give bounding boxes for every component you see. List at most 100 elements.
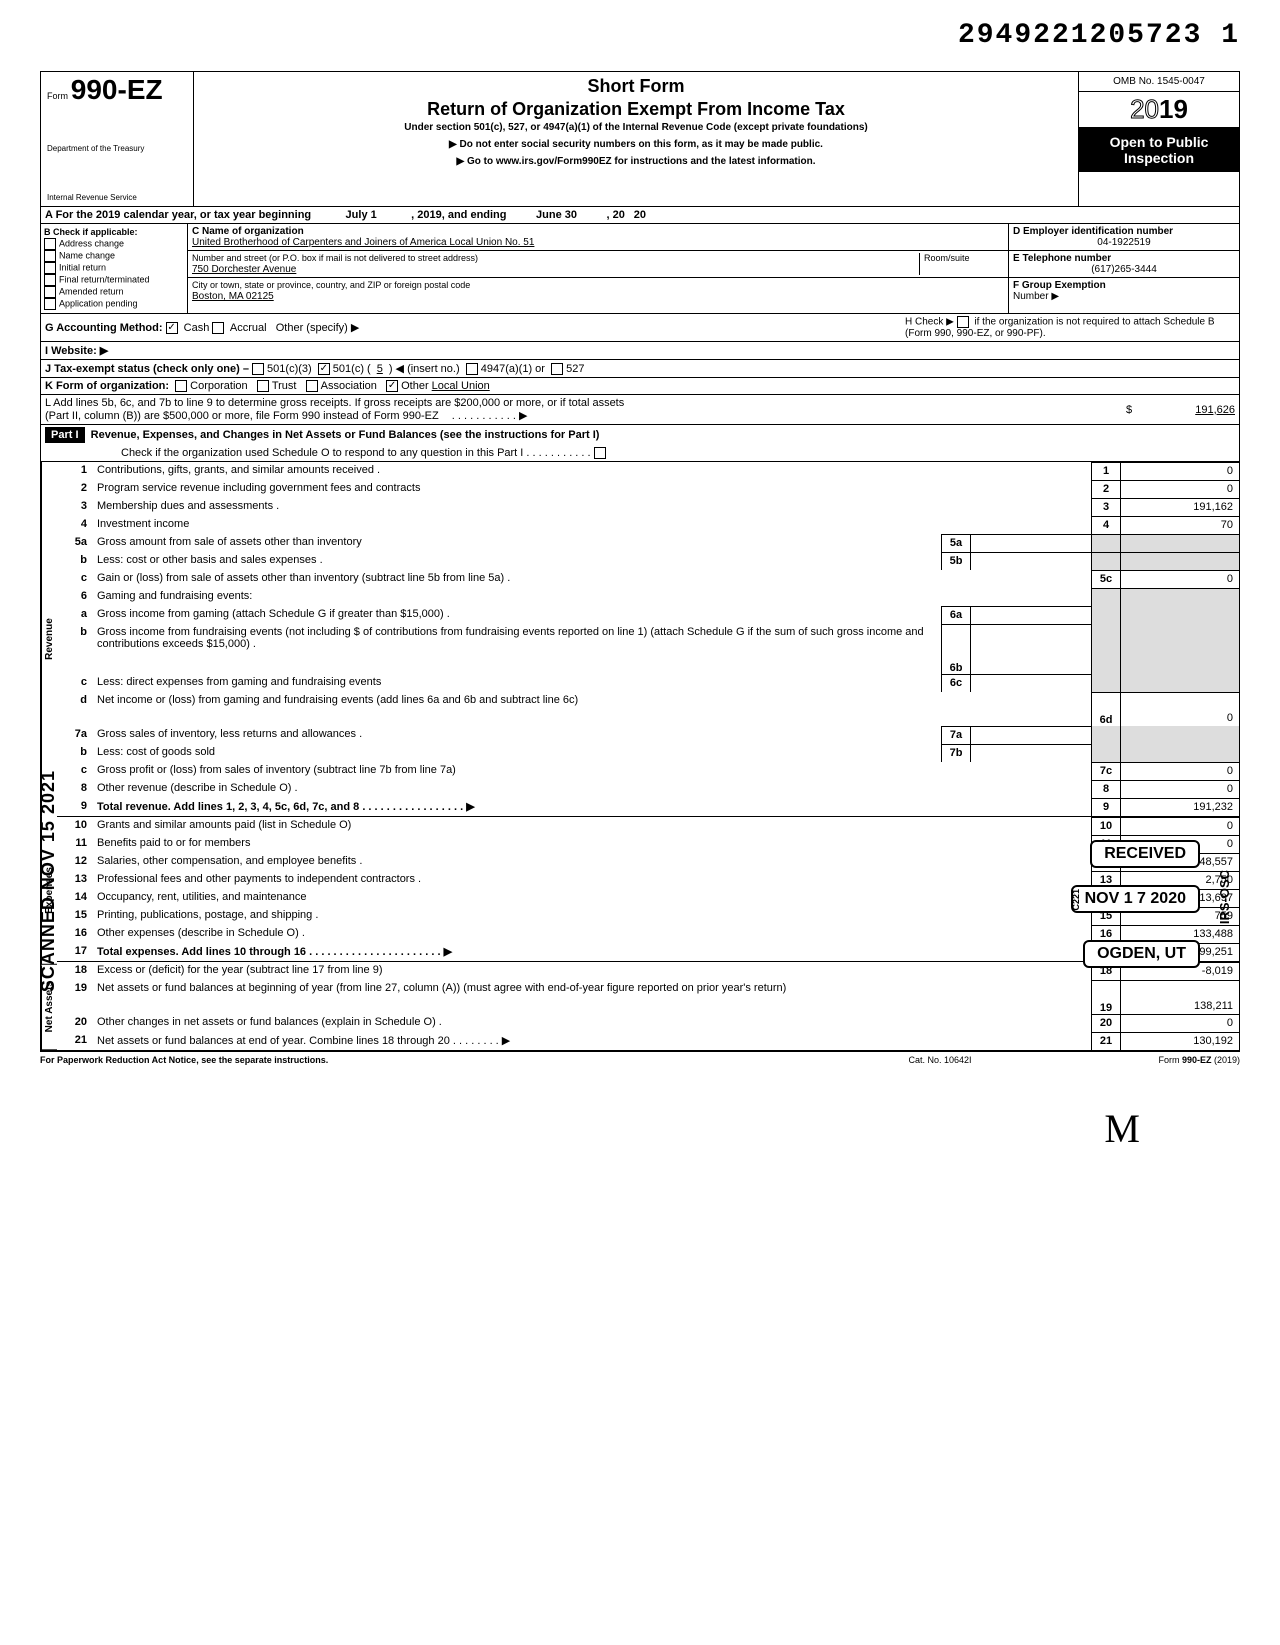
- ln3-rn: 3: [1091, 498, 1121, 516]
- k-assoc: Association: [321, 380, 377, 392]
- ln1-num: 1: [57, 462, 93, 480]
- ln9-rn: 9: [1091, 798, 1121, 816]
- checkbox-trust[interactable]: [257, 380, 269, 392]
- ln7a-mn: 7a: [941, 726, 971, 744]
- i-label: I Website: ▶: [45, 344, 108, 357]
- ln20-rv: 0: [1121, 1014, 1239, 1032]
- checkbox-initial[interactable]: [44, 262, 56, 274]
- ln20-desc: Other changes in net assets or fund bala…: [93, 1014, 1091, 1032]
- ln6b-mn: 6b: [941, 624, 971, 674]
- ln18-desc: Excess or (deficit) for the year (subtra…: [93, 962, 1091, 980]
- received-stamp: RECEIVED: [1090, 840, 1200, 868]
- form-container: Form 990-EZ Department of the Treasury I…: [40, 71, 1240, 1052]
- ln5c-num: c: [57, 570, 93, 588]
- ln8-rn: 8: [1091, 780, 1121, 798]
- room-label: Room/suite: [919, 253, 1004, 275]
- footer: For Paperwork Reduction Act Notice, see …: [40, 1052, 1240, 1065]
- ln1-desc: Contributions, gifts, grants, and simila…: [93, 462, 1091, 480]
- return-title: Return of Organization Exempt From Incom…: [200, 99, 1072, 120]
- ssn-note: ▶ Do not enter social security numbers o…: [200, 139, 1072, 150]
- ln6d-rv: 0: [1121, 692, 1239, 726]
- f-numlabel: Number ▶: [1013, 291, 1059, 302]
- footer-left: For Paperwork Reduction Act Notice, see …: [40, 1055, 840, 1065]
- ln11-num: 11: [57, 835, 93, 853]
- checkbox-accrual[interactable]: [212, 322, 224, 334]
- ln10-rn: 10: [1091, 817, 1121, 835]
- line-k: K Form of organization: Corporation Trus…: [41, 378, 1239, 395]
- irs-label: Internal Revenue Service: [47, 193, 187, 202]
- ln7b-mv: [971, 744, 1091, 762]
- ln12-num: 12: [57, 853, 93, 871]
- ln9-desc: Total revenue. Add lines 1, 2, 3, 4, 5c,…: [97, 801, 475, 813]
- checkbox-h[interactable]: [957, 316, 969, 328]
- checkbox-name[interactable]: [44, 250, 56, 262]
- k-label: K Form of organization:: [45, 380, 169, 392]
- part1-header: Part I Revenue, Expenses, and Changes in…: [41, 425, 1239, 445]
- l-text2: (Part II, column (B)) are $500,000 or mo…: [45, 410, 439, 422]
- ln17-desc: Total expenses. Add lines 10 through 16 …: [97, 946, 452, 958]
- date-stamp: C221 NOV 1 7 2020: [1071, 885, 1200, 913]
- checkbox-501c[interactable]: ✓: [318, 363, 330, 375]
- g-cash: Cash: [184, 322, 210, 334]
- b-amended: Amended return: [59, 286, 124, 296]
- barcode-number: 2949221205723 1: [40, 20, 1240, 51]
- scanned-stamp: SCANNED NOV 15 2021: [38, 770, 59, 992]
- checkbox-amended[interactable]: [44, 286, 56, 298]
- ln9-rv: 191,232: [1121, 798, 1239, 816]
- ln4-rn: 4: [1091, 516, 1121, 534]
- j-527: 527: [566, 363, 584, 375]
- ln5c-desc: Gain or (loss) from sale of assets other…: [93, 570, 1091, 588]
- ln6c-num: c: [57, 674, 93, 692]
- g-other: Other (specify) ▶: [276, 322, 360, 334]
- ln14-desc: Occupancy, rent, utilities, and maintena…: [93, 889, 1091, 907]
- line-a-yearprefix: , 20: [607, 209, 625, 221]
- k-other-val: Local Union: [432, 380, 490, 392]
- ln7a-num: 7a: [57, 726, 93, 744]
- l-value: 191,626: [1135, 404, 1235, 416]
- l-dots: . . . . . . . . . . . ▶: [452, 410, 528, 422]
- checkbox-assoc[interactable]: [306, 380, 318, 392]
- checkbox-cash[interactable]: ✓: [166, 322, 178, 334]
- checkbox-4947[interactable]: [466, 363, 478, 375]
- checkbox-501c3[interactable]: [252, 363, 264, 375]
- ln1-rv: 0: [1121, 462, 1239, 480]
- ln17-num: 17: [57, 943, 93, 961]
- ln7a-mv: [971, 726, 1091, 744]
- ln6a-rv: [1121, 606, 1239, 624]
- checkbox-address[interactable]: [44, 238, 56, 250]
- bcd-block: B Check if applicable: Address change Na…: [41, 224, 1239, 314]
- inspection-label: Inspection: [1081, 150, 1237, 166]
- part1-grid: Revenue Expenses Net Assets 1Contributio…: [41, 462, 1239, 1051]
- ln7b-desc: Less: cost of goods sold: [93, 744, 941, 762]
- ln5b-rn: [1091, 552, 1121, 570]
- date-prefix: C221: [1071, 889, 1081, 911]
- checkbox-final[interactable]: [44, 274, 56, 286]
- ln2-num: 2: [57, 480, 93, 498]
- g-label: G Accounting Method:: [45, 322, 163, 334]
- ln6b-mv: [971, 624, 1091, 674]
- ln5c-rv: 0: [1121, 570, 1239, 588]
- ln8-rv: 0: [1121, 780, 1239, 798]
- d-label: D Employer identification number: [1013, 226, 1173, 237]
- checkbox-pending[interactable]: [44, 298, 56, 310]
- ln6d-rn: 6d: [1091, 692, 1121, 726]
- line-gh: G Accounting Method: ✓ Cash Accrual Othe…: [41, 314, 1239, 342]
- b-pending: Application pending: [59, 298, 138, 308]
- k-corp: Corporation: [190, 380, 247, 392]
- checkbox-part1[interactable]: [594, 447, 606, 459]
- street-value: 750 Dorchester Avenue: [192, 264, 296, 275]
- part1-heading: Revenue, Expenses, and Changes in Net As…: [91, 429, 600, 441]
- checkbox-kother[interactable]: ✓: [386, 380, 398, 392]
- ln6b-rn: [1091, 624, 1121, 674]
- line-i: I Website: ▶: [41, 342, 1239, 360]
- ln16-desc: Other expenses (describe in Schedule O) …: [93, 925, 1091, 943]
- ln21-num: 21: [57, 1032, 93, 1050]
- ln6b-desc: Gross income from fundraising events (no…: [93, 624, 941, 674]
- ln13-num: 13: [57, 871, 93, 889]
- ln5a-rv: [1121, 534, 1239, 552]
- ln5b-desc: Less: cost or other basis and sales expe…: [93, 552, 941, 570]
- irs-osc-stamp: IRS-OSC: [1217, 870, 1232, 924]
- checkbox-corp[interactable]: [175, 380, 187, 392]
- j-cpre: 501(c) (: [333, 363, 371, 375]
- checkbox-527[interactable]: [551, 363, 563, 375]
